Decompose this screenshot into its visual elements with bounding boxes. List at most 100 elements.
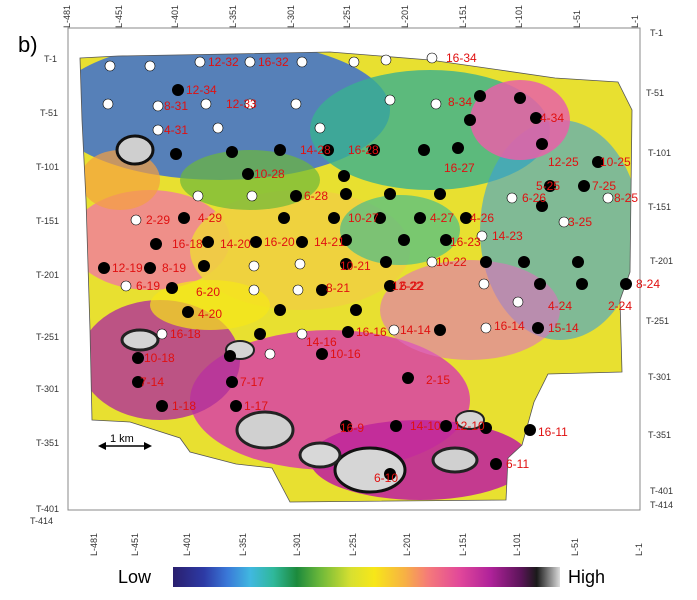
well-label: 8-24 [636, 277, 660, 291]
well-marker [384, 188, 396, 200]
tick-label: L-481 [89, 533, 99, 556]
well-label: 2-29 [146, 213, 170, 227]
well-marker [224, 350, 236, 362]
well-label: 16-27 [444, 161, 475, 175]
well-label: 8-19 [162, 261, 186, 275]
well-label: 16-32 [258, 55, 289, 69]
tick-label: T-301 [36, 384, 59, 394]
well-marker [514, 92, 526, 104]
tick-label: T-101 [36, 162, 59, 172]
well-marker [248, 284, 260, 296]
well-label: 14-10 [410, 419, 441, 433]
well-marker [460, 212, 472, 224]
well-marker [530, 112, 542, 124]
well-marker [296, 236, 308, 248]
well-marker [426, 52, 438, 64]
well-marker [156, 400, 168, 412]
well-label: 16-20 [264, 235, 295, 249]
well-marker [192, 190, 204, 202]
well-label: 4-24 [548, 299, 572, 313]
well-marker [314, 122, 326, 134]
well-label: 6-26 [522, 191, 546, 205]
well-label: 2-15 [426, 373, 450, 387]
panel-label: b) [18, 32, 38, 57]
bottom-axis: L-481 L-451 L-401 L-351 L-301 L-251 L-20… [89, 533, 644, 556]
tick-label: T-51 [40, 108, 58, 118]
well-label: 1-17 [244, 399, 268, 413]
tick-label: T-151 [36, 216, 59, 226]
well-marker [244, 56, 256, 68]
tick-label: L-101 [512, 533, 522, 556]
well-label: 12-10 [454, 419, 485, 433]
well-label: 6-10 [374, 471, 398, 485]
well-label: 16-9 [340, 421, 364, 435]
tick-label: L-251 [348, 533, 358, 556]
well-label: 12-32 [208, 55, 239, 69]
well-marker [544, 180, 556, 192]
well-label: 6-19 [136, 279, 160, 293]
well-marker [532, 322, 544, 334]
well-label: 12-19 [112, 261, 143, 275]
well-marker [348, 56, 360, 68]
well-marker [120, 280, 132, 292]
well-marker [506, 192, 518, 204]
well-marker [524, 424, 536, 436]
well-marker [602, 192, 614, 204]
tick-label: L-481 [62, 5, 72, 28]
well-marker [536, 138, 548, 150]
well-marker [246, 190, 258, 202]
tick-label: L-151 [458, 533, 468, 556]
tick-label: T-414 [650, 500, 673, 510]
tick-label: T-201 [36, 270, 59, 280]
well-marker [384, 468, 396, 480]
well-marker [430, 98, 442, 110]
tick-label: L-201 [402, 533, 412, 556]
well-marker [132, 376, 144, 388]
well-label: 16-18 [170, 327, 201, 341]
tick-label: L-251 [342, 5, 352, 28]
well-marker [296, 328, 308, 340]
well-marker [388, 324, 400, 336]
well-marker [274, 144, 286, 156]
well-label: 14-21 [314, 235, 345, 249]
well-label: 10-22 [436, 255, 467, 269]
tick-label: T-301 [648, 372, 671, 382]
well-label: 16-14 [494, 319, 525, 333]
colorbar-low-label: Low [118, 567, 152, 587]
well-marker [130, 214, 142, 226]
well-label: 6-11 [506, 457, 529, 471]
well-marker [290, 98, 302, 110]
tick-label: T-401 [650, 486, 673, 496]
well-label: 14-20 [220, 237, 251, 251]
tick-label: T-101 [648, 148, 671, 158]
well-marker [132, 352, 144, 364]
tick-label: L-101 [514, 5, 524, 28]
well-label: 6-28 [304, 189, 328, 203]
well-marker [178, 212, 190, 224]
well-marker [278, 212, 290, 224]
well-marker [368, 144, 380, 156]
well-marker [440, 420, 452, 432]
well-label: 14-14 [400, 323, 431, 337]
tick-label: T-251 [36, 332, 59, 342]
tick-label: T-201 [650, 256, 673, 266]
well-marker [480, 256, 492, 268]
tick-label: T-351 [36, 438, 59, 448]
well-marker [478, 278, 490, 290]
well-marker [414, 212, 426, 224]
well-marker [398, 234, 410, 246]
well-label: 4-26 [470, 211, 494, 225]
well-marker [242, 168, 254, 180]
well-marker [250, 236, 262, 248]
well-marker [248, 260, 260, 272]
well-marker [328, 212, 340, 224]
well-label: 6-22 [400, 279, 424, 293]
well-marker [274, 304, 286, 316]
well-marker [200, 98, 212, 110]
well-label: 10-27 [348, 211, 379, 225]
well-marker [426, 256, 438, 268]
well-marker [476, 230, 488, 242]
well-marker [182, 306, 194, 318]
well-marker [452, 142, 464, 154]
